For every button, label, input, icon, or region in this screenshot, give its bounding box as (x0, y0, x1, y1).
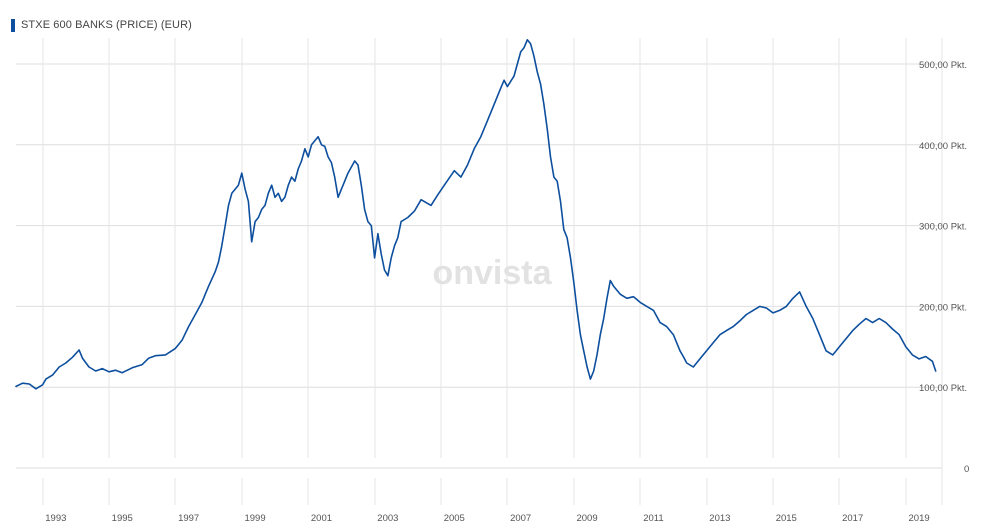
x-tick-label: 2003 (377, 513, 398, 524)
y-tick-label: 500,00 Pkt. (919, 60, 967, 71)
x-tick-label: 2019 (909, 513, 930, 524)
x-tick-label: 1993 (45, 513, 66, 524)
y-tick-label: 100,00 Pkt. (919, 383, 967, 394)
x-tick-label: 2015 (776, 513, 797, 524)
y-tick-label: 0 (964, 464, 969, 475)
x-tick-label: 2009 (576, 513, 597, 524)
chart-legend: STXE 600 BANKS (PRICE) (EUR) (11, 17, 192, 33)
x-tick-label: 2013 (709, 513, 730, 524)
x-tick-label: 1997 (178, 513, 199, 524)
x-tick-label: 2001 (311, 513, 332, 524)
y-tick-label: 400,00 Pkt. (919, 141, 967, 152)
series-line-0 (15, 38, 937, 390)
x-tick-label: 2011 (643, 513, 663, 524)
x-axis-ticks: 1993 1995 1997 1999 2001 2003 2005 2007 2009 2011… (45, 513, 929, 524)
legend-label: STXE 600 BANKS (PRICE) (EUR) (21, 19, 192, 31)
x-tick-label: 1999 (244, 513, 265, 524)
x-tick-label: 2007 (510, 513, 531, 524)
y-tick-label: 200,00 Pkt. (919, 302, 967, 313)
y-tick-label: 300,00 Pkt. (919, 222, 967, 233)
x-tick-label: 2017 (842, 513, 863, 524)
legend-swatch (11, 18, 15, 32)
series-layer (15, 38, 937, 390)
x-tick-label: 1995 (112, 513, 133, 524)
watermark-text: onvista (432, 254, 552, 292)
x-tick-label: 2005 (444, 513, 465, 524)
y-axis-ticks: 500,00 Pkt. 400,00 Pkt. 300,00 Pkt. 200,00 … (919, 60, 969, 475)
chart-grid (16, 38, 943, 505)
